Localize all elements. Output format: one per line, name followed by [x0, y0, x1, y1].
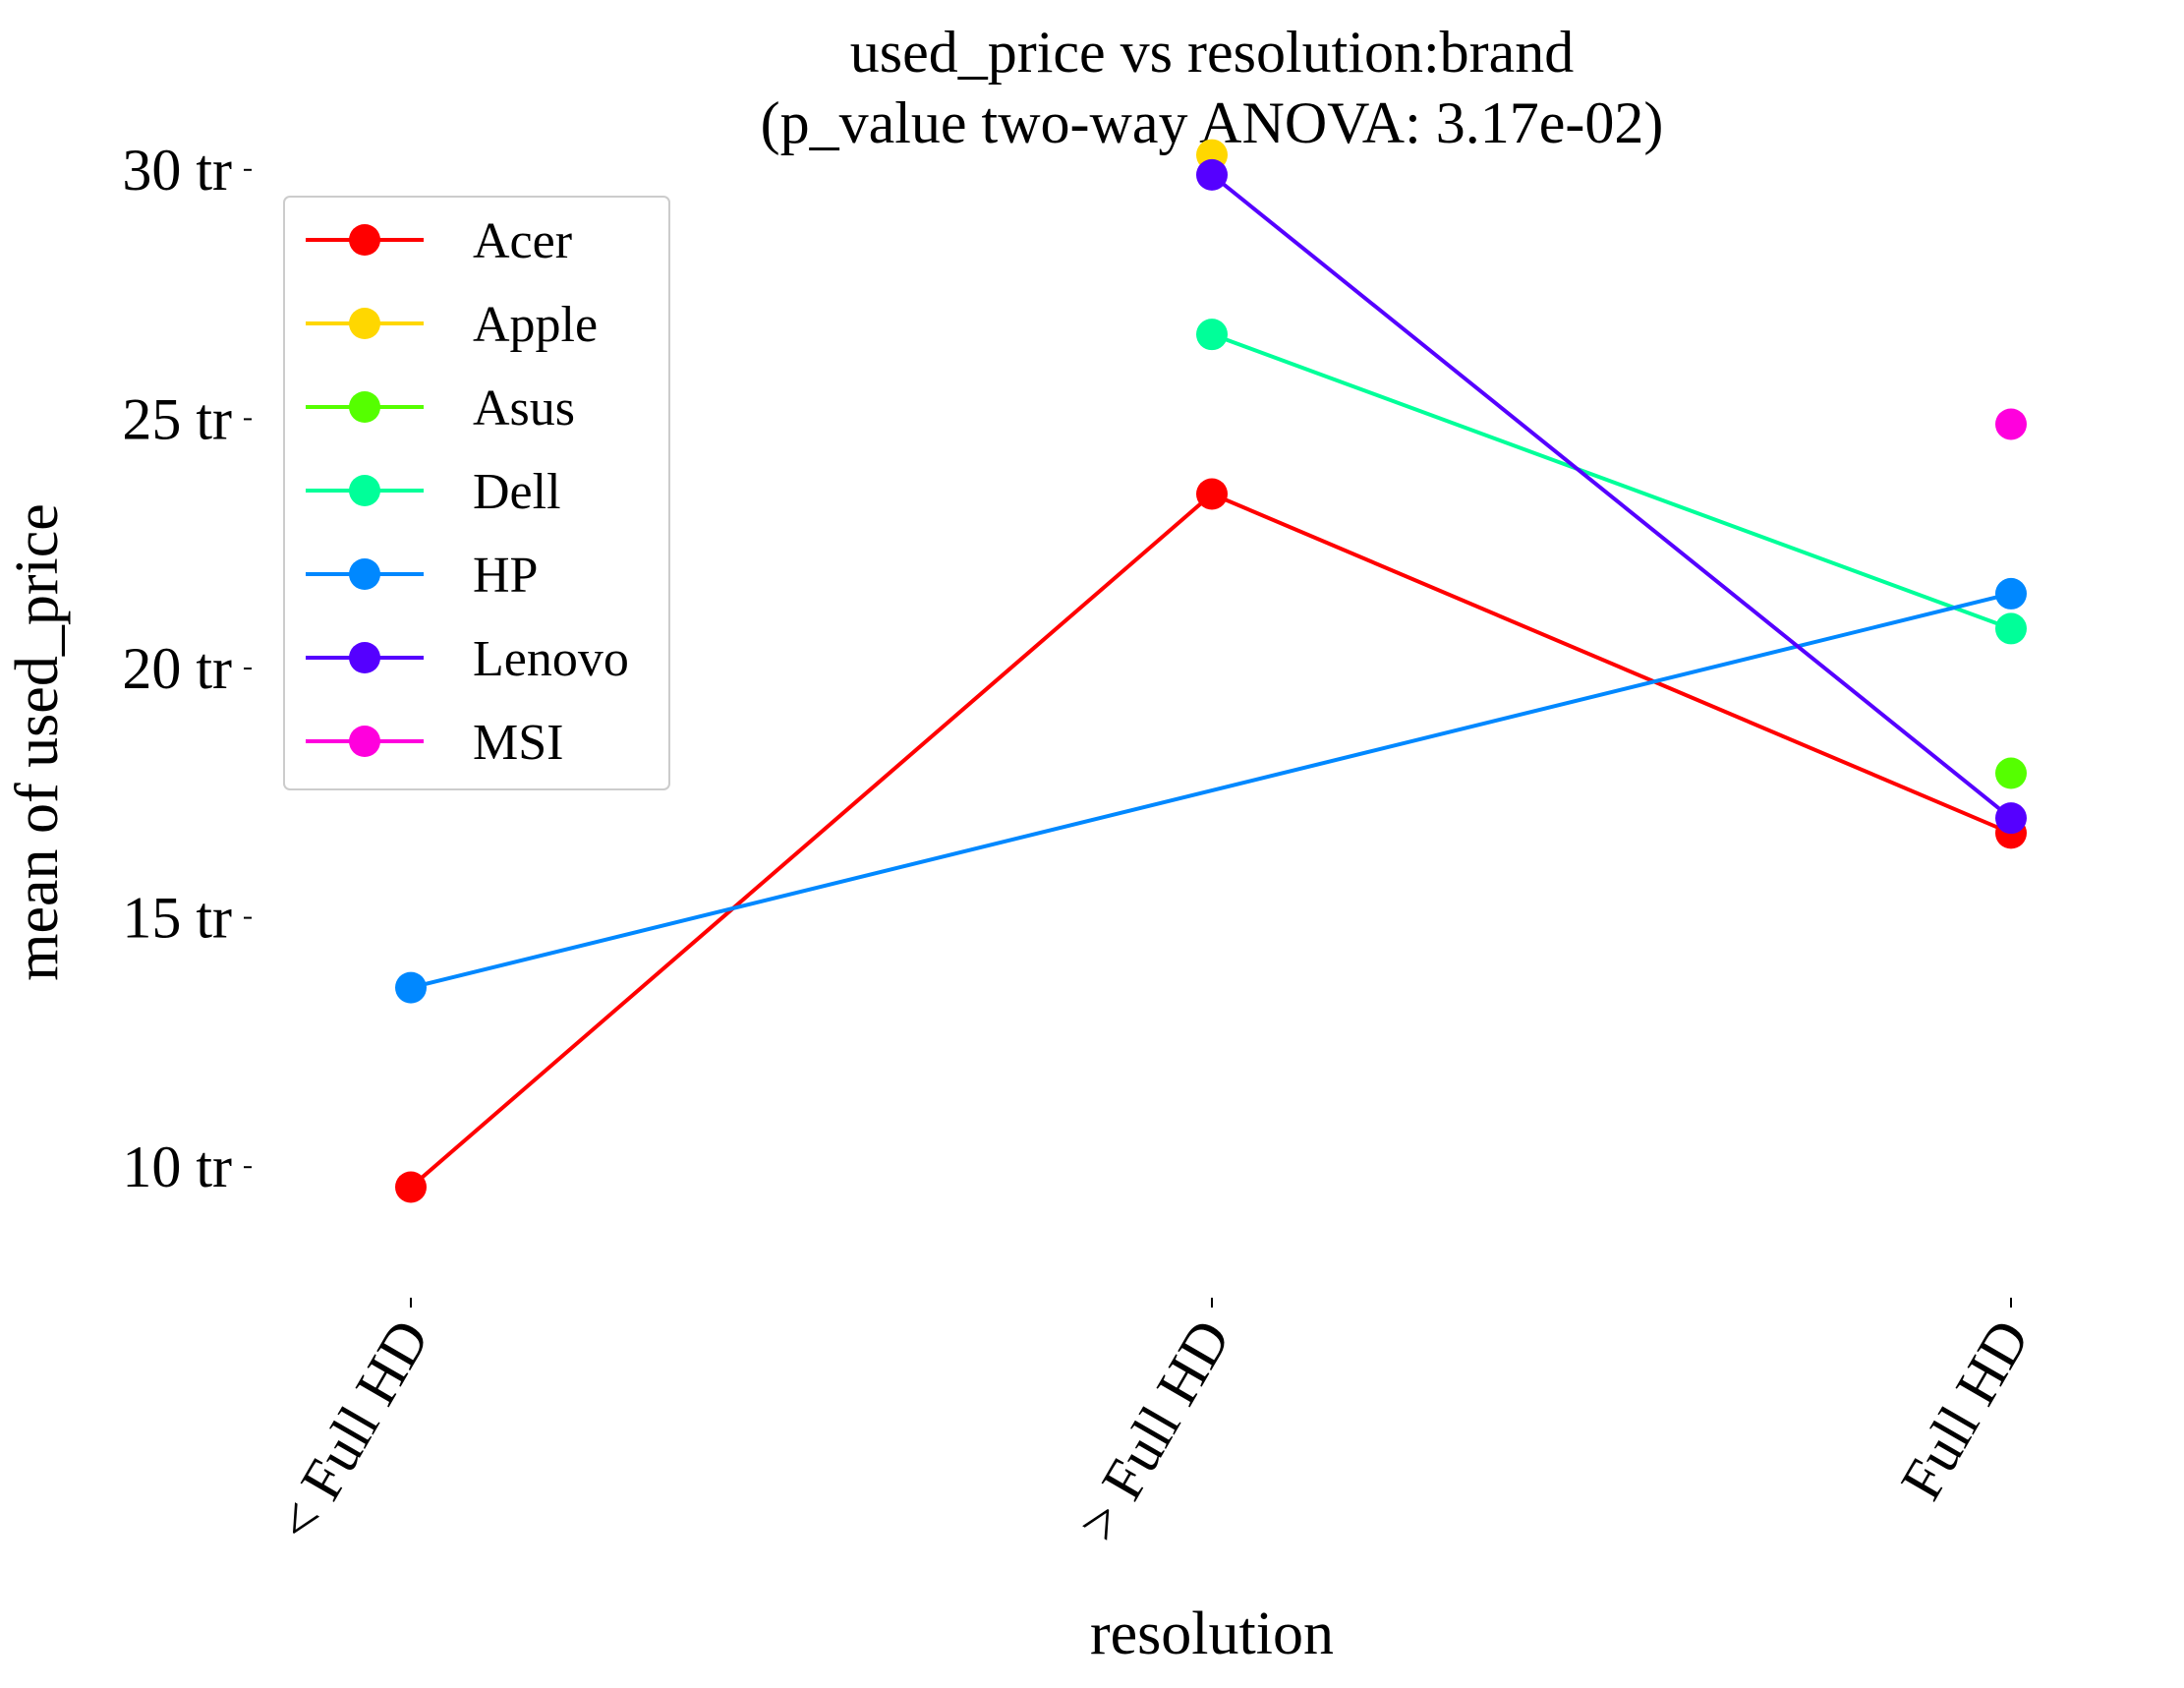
series-line-dell: [1211, 332, 2012, 631]
legend-item-apple: Apple: [306, 297, 598, 353]
y-tick-label: 10 tr: [122, 1135, 232, 1199]
legend-item-lenovo: Lenovo: [306, 631, 629, 687]
y-tick-label: 15 tr: [122, 886, 232, 951]
x-tick-label: > Full HD: [1064, 1310, 1242, 1552]
x-tick-label: < Full HD: [263, 1310, 441, 1552]
y-axis-label: mean of used_price: [4, 503, 71, 980]
legend-label-apple: Apple: [473, 297, 598, 353]
data-point-lenovo: [1995, 802, 2027, 835]
legend-item-msi: MSI: [306, 715, 563, 771]
data-point-dell: [1995, 612, 2027, 645]
legend-label-lenovo: Lenovo: [473, 631, 629, 687]
legend-label-hp: HP: [473, 548, 538, 604]
data-point-asus: [1995, 757, 2027, 789]
legend-label-acer: Acer: [473, 213, 572, 269]
data-point-acer: [395, 1171, 427, 1203]
data-point-acer: [1196, 478, 1228, 510]
y-tick-label: 30 tr: [122, 138, 232, 203]
legend-label-dell: Dell: [473, 464, 561, 520]
legend-marker-dell: [349, 475, 380, 506]
chart-title: used_price vs resolution:brand: [850, 20, 1575, 85]
data-point-hp: [1995, 577, 2027, 610]
legend-label-asus: Asus: [473, 380, 575, 437]
legend-marker-lenovo: [349, 642, 380, 673]
legend-frame: [283, 196, 670, 790]
data-point-hp: [395, 971, 427, 1004]
y-tick-label: 20 tr: [122, 636, 232, 701]
series-line-hp: [410, 591, 2012, 990]
legend-marker-msi: [349, 726, 380, 757]
series-line-lenovo: [1210, 173, 2013, 820]
legend-marker-acer: [349, 224, 380, 256]
legend-marker-asus: [349, 391, 380, 423]
y-axis: 10 tr 15 tr 20 tr 25 tr 30 tr: [122, 138, 252, 1199]
x-tick-label: Full HD: [1888, 1310, 2041, 1511]
series-points: [395, 139, 2027, 1203]
y-tick-label: 25 tr: [122, 386, 232, 451]
data-point-msi: [1995, 408, 2027, 440]
legend-item-hp: HP: [306, 548, 538, 604]
x-axis-label: resolution: [1090, 1601, 1334, 1667]
legend: Acer Apple Asus Dell HP Lenovo MSI: [283, 196, 670, 790]
legend-item-asus: Asus: [306, 380, 575, 437]
legend-marker-hp: [349, 558, 380, 590]
legend-item-dell: Dell: [306, 464, 561, 520]
data-point-dell: [1196, 319, 1228, 351]
legend-item-acer: Acer: [306, 213, 572, 269]
legend-marker-apple: [349, 308, 380, 339]
data-point-lenovo: [1196, 158, 1228, 191]
x-axis: < Full HD > Full HD Full HD: [263, 1298, 2041, 1552]
legend-label-msi: MSI: [473, 715, 563, 771]
